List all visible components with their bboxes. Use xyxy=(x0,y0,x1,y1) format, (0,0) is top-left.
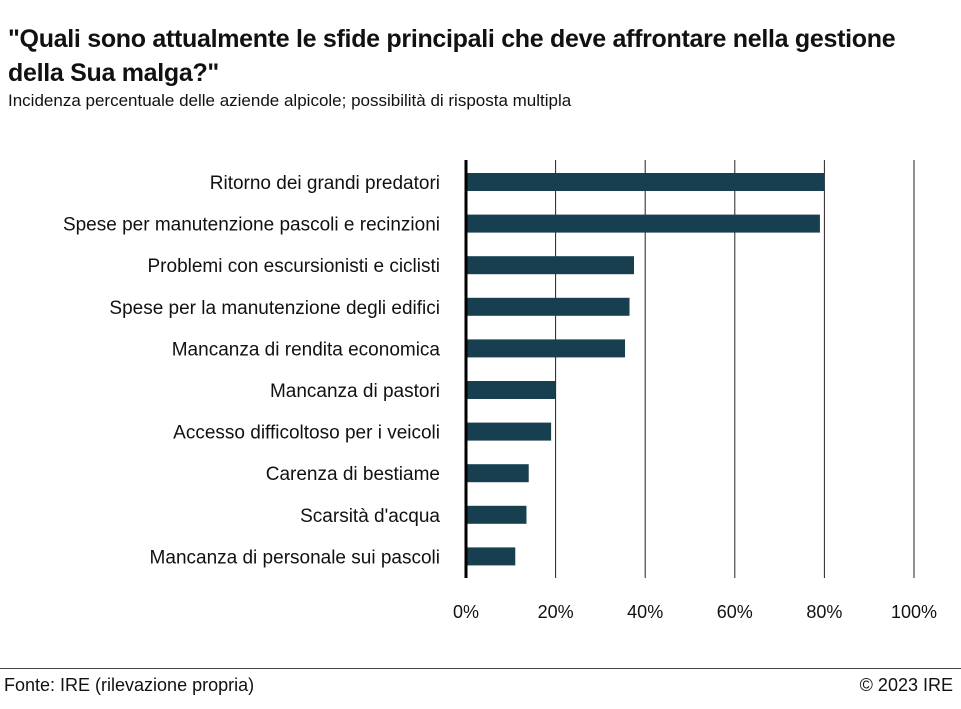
category-labels: Ritorno dei grandi predatori Spese per ma… xyxy=(63,173,440,568)
chart-title: "Quali sono attualmente le sfide princip… xyxy=(8,25,896,87)
category-label: Carenza di bestiame xyxy=(266,464,440,485)
x-tick-label: 20% xyxy=(538,602,574,622)
category-label: Mancanza di rendita economica xyxy=(172,339,441,360)
bar xyxy=(466,297,630,316)
bar xyxy=(466,464,529,483)
x-tick-label: 0% xyxy=(453,602,479,622)
category-label: Ritorno dei grandi predatori xyxy=(210,173,440,194)
bars xyxy=(466,173,825,566)
bar xyxy=(466,422,552,441)
bar xyxy=(466,381,556,399)
source-note: Fonte: IRE (rilevazione propria) xyxy=(4,675,255,695)
footer-divider xyxy=(0,668,961,669)
x-tick-label: 40% xyxy=(627,602,663,622)
bar xyxy=(466,214,820,233)
bar xyxy=(466,547,516,566)
category-label: Problemi con escursionisti e ciclisti xyxy=(148,256,441,277)
category-label: Spese per la manutenzione degli edifici xyxy=(109,298,440,319)
x-tick-label: 100% xyxy=(891,602,937,622)
category-label: Accesso difficoltoso per i veicoli xyxy=(173,423,440,444)
category-label: Scarsità d'acqua xyxy=(300,506,440,527)
x-tick-label: 60% xyxy=(717,602,753,622)
category-label: Spese per manutenzione pascoli e recinzi… xyxy=(63,215,440,236)
category-label: Mancanza di personale sui pascoli xyxy=(150,547,440,568)
category-label: Mancanza di pastori xyxy=(270,381,440,402)
chart-subtitle: Incidenza percentuale delle aziende alpi… xyxy=(8,91,572,110)
bar xyxy=(466,505,527,524)
bar xyxy=(466,173,825,191)
bar xyxy=(466,256,634,275)
x-tick-labels: 0% 20% 40% 60% 80% 100% xyxy=(453,602,937,622)
bar xyxy=(466,339,626,358)
x-tick-label: 80% xyxy=(806,602,842,622)
copyright-note: © 2023 IRE xyxy=(859,675,953,695)
bar-chart: Ritorno dei grandi predatori Spese per ma… xyxy=(63,160,937,622)
